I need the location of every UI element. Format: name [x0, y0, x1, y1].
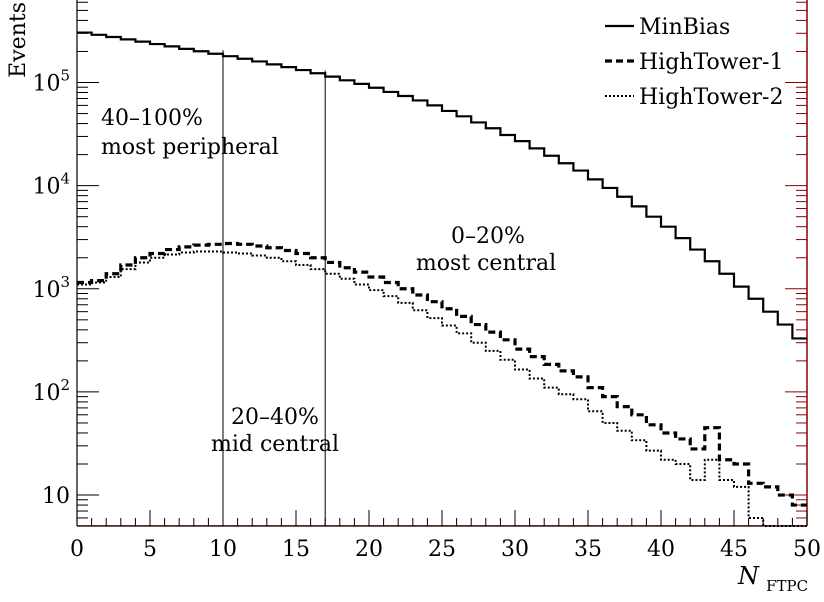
- annotation-peripheral-text: most peripheral: [101, 135, 279, 160]
- x-tick-label: 5: [143, 537, 157, 562]
- annotation-peripheral: 40–100% most peripheral: [101, 106, 279, 160]
- annotation-mid: 20–40% mid central: [211, 405, 339, 457]
- y-tick-label: 103: [32, 273, 70, 303]
- x-axis-label-main: N: [737, 562, 760, 590]
- centrality-dividers: [222, 50, 326, 526]
- x-tick-label: 10: [209, 537, 237, 562]
- legend: MinBias HighTower-1 HighTower-2: [605, 15, 783, 110]
- y-tick-label-exponent: 3: [60, 273, 70, 291]
- y-tick-label-base: 10: [32, 381, 60, 406]
- y-tick-label: 102: [32, 376, 70, 406]
- legend-label: MinBias: [639, 15, 730, 40]
- annotation-peripheral-range: 40–100%: [101, 106, 203, 131]
- annotation-central-range: 0–20%: [451, 224, 525, 249]
- x-tick-label: 0: [70, 537, 84, 562]
- y-tick-label-base: 10: [32, 72, 60, 97]
- series-minbias: [77, 31, 807, 340]
- y-tick-label: 105: [32, 67, 70, 97]
- y-tick-label-base: 10: [32, 175, 60, 200]
- x-tick-label: 30: [501, 537, 529, 562]
- x-tick-label: 20: [355, 537, 383, 562]
- y-tick-label: 10: [42, 484, 70, 509]
- x-tick-label: 45: [720, 537, 748, 562]
- legend-label: HighTower-2: [639, 85, 783, 110]
- series-layer: [77, 31, 807, 527]
- x-tick-label: 15: [282, 537, 310, 562]
- x-tick-label: 50: [793, 537, 821, 562]
- annotation-mid-range: 20–40%: [231, 405, 319, 430]
- x-axis-label: N FTPC: [737, 562, 808, 595]
- y-tick-label-base: 10: [42, 484, 70, 509]
- x-axis: 0 5 10 15 20 25 30 35 40 45 50: [70, 510, 821, 562]
- y-tick-label: 104: [32, 170, 70, 200]
- x-axis-label-subscript: FTPC: [766, 577, 808, 595]
- series-hightower-1: [77, 241, 807, 507]
- annotation-central-text: most central: [416, 251, 556, 276]
- x-tick-label: 25: [428, 537, 456, 562]
- y-axis-label: Events: [6, 2, 31, 78]
- y-tick-label-exponent: 2: [60, 376, 70, 394]
- y-tick-label-exponent: 5: [60, 67, 70, 85]
- x-tick-label: 40: [647, 537, 675, 562]
- series-hightower-2: [77, 250, 807, 527]
- annotation-central: 0–20% most central: [416, 224, 556, 276]
- x-tick-label: 35: [574, 537, 602, 562]
- annotation-mid-text: mid central: [211, 432, 339, 457]
- y-tick-label-base: 10: [32, 278, 60, 303]
- y-tick-label-exponent: 4: [60, 170, 70, 188]
- legend-label: HighTower-1: [639, 50, 783, 75]
